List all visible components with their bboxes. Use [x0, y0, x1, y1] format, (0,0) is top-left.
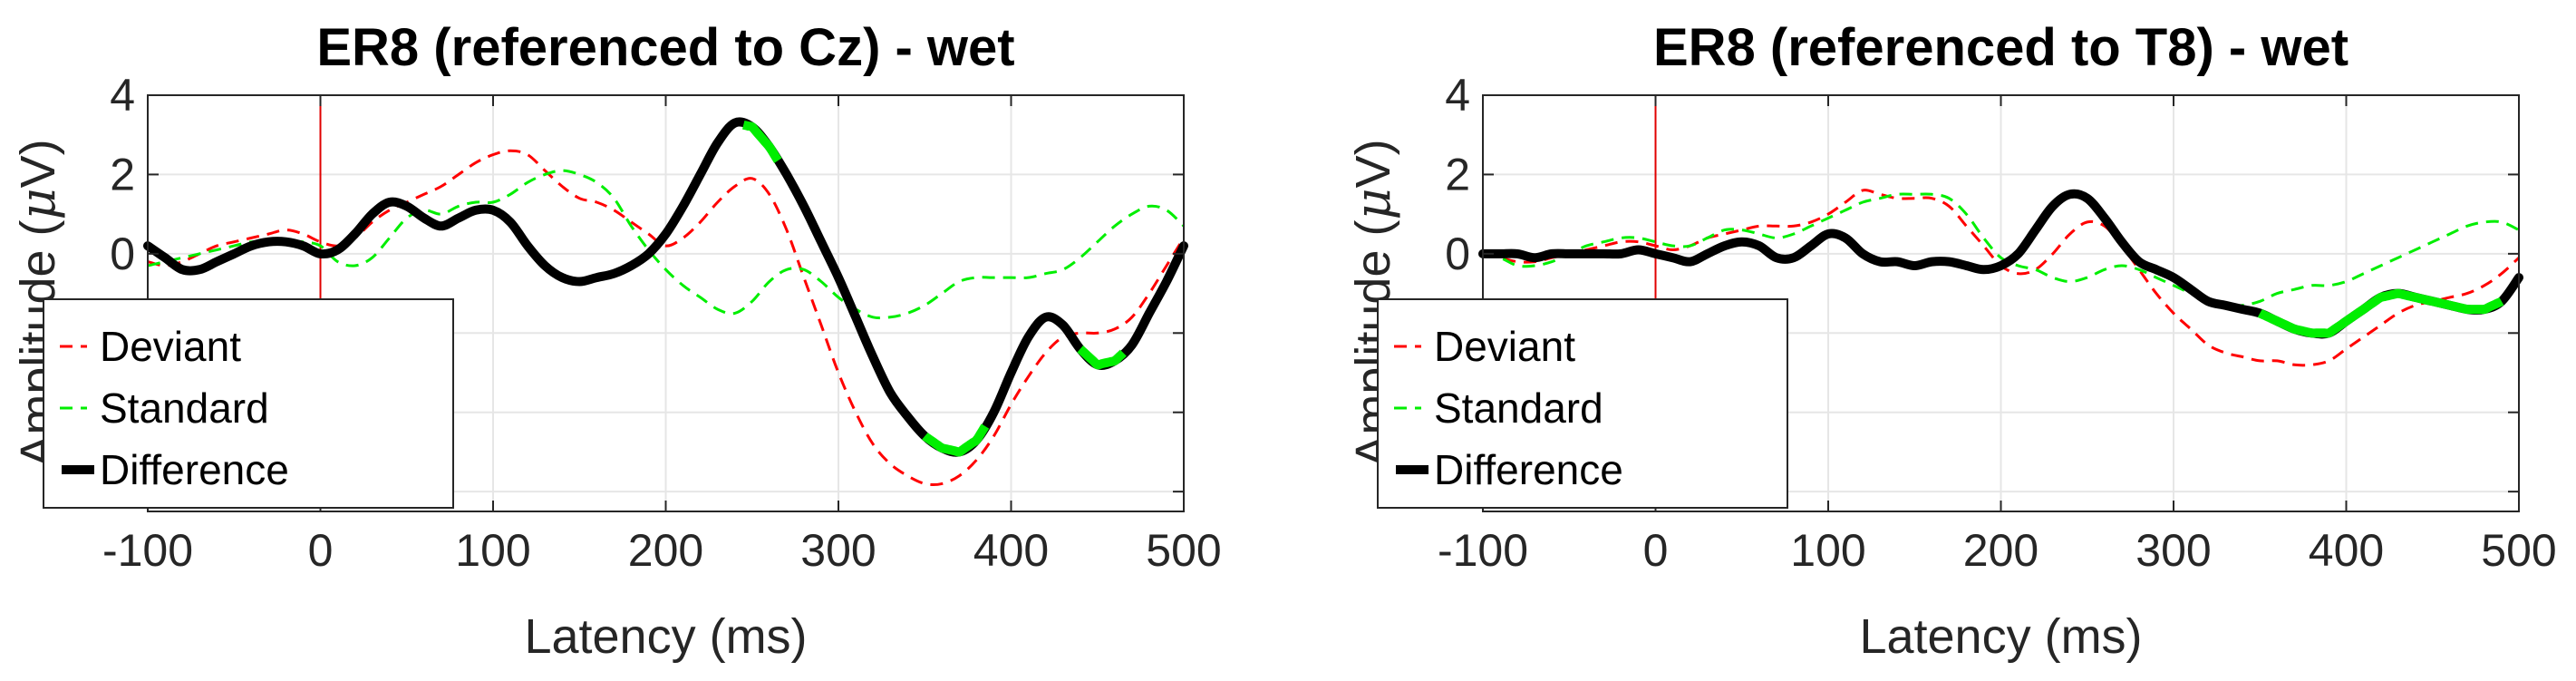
legend-label-standard: Standard	[1434, 384, 1603, 432]
series-standard	[1482, 192, 2520, 307]
chart-left: ER8 (referenced to Cz) - wet -100 0 100 200 3…	[9, 18, 1222, 664]
x-tick-label: 400	[2309, 525, 2384, 576]
legend-label-standard: Standard	[100, 384, 269, 432]
x-tick-label: 0	[1643, 525, 1669, 576]
chart-right: ER8 (referenced to T8) - wet -100 0 100 200 3…	[1344, 18, 2557, 664]
legend-box	[1377, 298, 1788, 509]
legend-label-difference: Difference	[1434, 446, 1623, 493]
y-axis-label-mu: μ	[1344, 188, 1401, 219]
y-axis-label-unit: V)	[11, 139, 65, 188]
x-tick-label: 400	[973, 525, 1049, 576]
x-tick-label: 500	[1146, 525, 1221, 576]
x-tick-label: 100	[455, 525, 530, 576]
chart-title: ER8 (referenced to T8) - wet	[1653, 18, 2348, 77]
x-tick-label: 300	[2135, 525, 2211, 576]
x-axis-label: Latency (ms)	[1859, 609, 2142, 664]
legend-label-deviant: Deviant	[1434, 323, 1575, 370]
y-tick-label: 4	[1445, 70, 1470, 121]
legend-label-deviant: Deviant	[100, 323, 241, 370]
significant-segment	[741, 120, 782, 163]
significant-segment	[1077, 345, 1127, 370]
series-deviant	[147, 149, 1186, 487]
y-tick-label: 2	[110, 149, 135, 199]
y-axis-label-mu: μ	[9, 188, 66, 219]
x-tick-label: -100	[1438, 525, 1528, 576]
x-tick-label: 100	[1790, 525, 1865, 576]
x-tick-label: 200	[628, 525, 703, 576]
chart-title: ER8 (referenced to Cz) - wet	[316, 18, 1014, 77]
x-tick-label: 500	[2481, 525, 2556, 576]
series-standard	[147, 169, 1186, 320]
series-difference	[143, 117, 1188, 457]
x-tick-label: 200	[1963, 525, 2039, 576]
y-axis-label-unit: V)	[1346, 139, 1400, 188]
x-axis-label: Latency (ms)	[524, 609, 807, 664]
x-tick-label: 0	[308, 525, 334, 576]
x-tick-label: 300	[800, 525, 876, 576]
y-tick-label: 4	[110, 70, 135, 121]
x-tick-label: -100	[102, 525, 193, 576]
y-tick-label: 2	[1445, 149, 1470, 199]
significant-segment	[922, 423, 990, 457]
significant-segment	[2257, 288, 2504, 338]
y-tick-label: 0	[110, 229, 135, 279]
y-tick-label: 0	[1445, 229, 1470, 279]
legend-label-difference: Difference	[100, 446, 289, 493]
legend-box	[43, 298, 454, 509]
